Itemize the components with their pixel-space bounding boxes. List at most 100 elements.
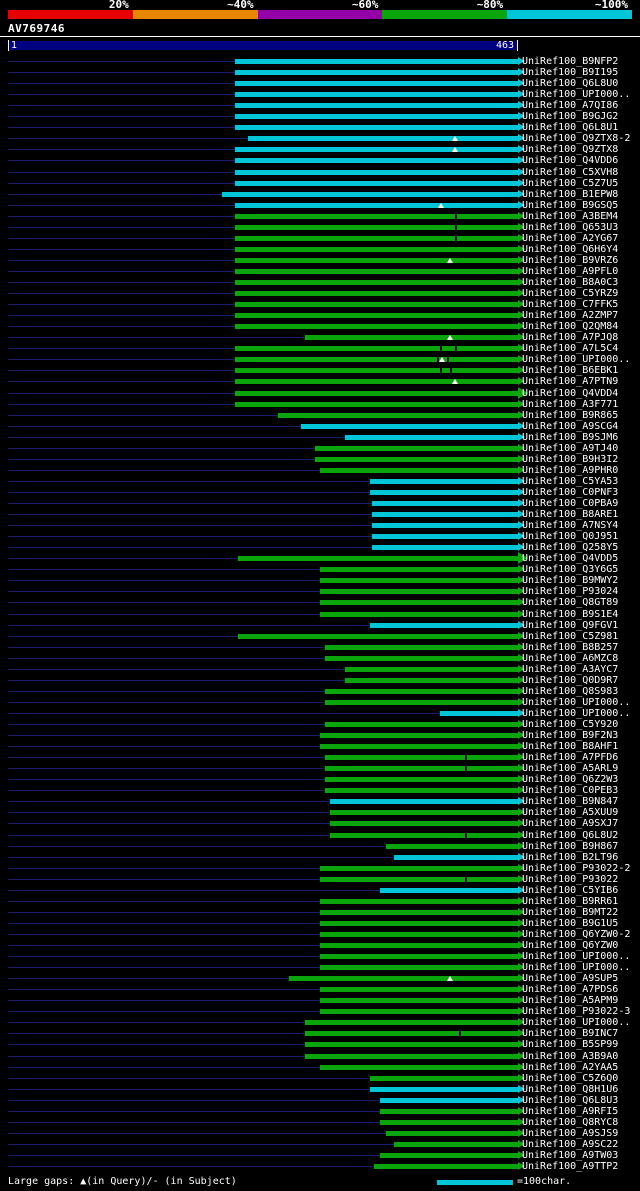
hit-label[interactable]: UniRef100_B9NFP2 [522, 56, 619, 67]
hit-bar[interactable] [235, 257, 518, 263]
hit-label[interactable]: UniRef100_A2YG67 [522, 232, 619, 244]
hit-label[interactable]: UniRef100_A9TJ40 [522, 442, 619, 454]
hit-label[interactable]: UniRef100_A7PFD6 [522, 752, 619, 764]
hit-bar[interactable] [324, 699, 518, 705]
hit-label[interactable]: UniRef100_B9S1E4 [522, 608, 619, 620]
hit-bar[interactable] [235, 313, 518, 319]
hit-bar[interactable] [394, 1141, 518, 1147]
hit-label[interactable]: UniRef100_P93022 [522, 873, 619, 885]
hit-bar[interactable] [320, 943, 518, 948]
hit-label[interactable]: UniRef100_Q6L8U3 [522, 1094, 619, 1106]
hit-bar[interactable] [235, 81, 518, 87]
hit-label[interactable]: UniRef100_Q8H1U6 [522, 1083, 619, 1095]
hit-label[interactable]: UniRef100_B9H867 [522, 840, 619, 852]
hit-bar[interactable] [247, 136, 518, 142]
hit-bar[interactable] [370, 1075, 518, 1081]
hit-label[interactable]: UniRef100_Q4VDD4 [522, 387, 619, 399]
hit-label[interactable]: UniRef100_Q6Z2W3 [522, 774, 619, 786]
hit-bar[interactable] [324, 755, 518, 761]
hit-bar[interactable] [320, 744, 518, 750]
hit-label[interactable]: UniRef100_A9RFI5 [522, 1105, 619, 1117]
hit-bar[interactable] [235, 169, 518, 175]
hit-label[interactable]: UniRef100_C5YRZ9 [522, 288, 619, 300]
hit-bar[interactable] [344, 666, 518, 672]
hit-label[interactable]: UniRef100_A7PTN9 [522, 376, 619, 388]
hit-label[interactable]: UniRef100_P93022-2 [522, 862, 631, 874]
hit-label[interactable]: UniRef100_B9G1U5 [522, 917, 619, 929]
hit-bar[interactable] [320, 920, 518, 926]
hit-bar[interactable] [330, 810, 518, 816]
hit-label[interactable]: UniRef100_Q2QM84 [522, 321, 619, 333]
hit-bar[interactable] [320, 865, 518, 871]
hit-label[interactable]: UniRef100_A7PDS6 [522, 984, 619, 996]
hit-label[interactable]: UniRef100_A5XUU9 [522, 807, 619, 819]
hit-bar[interactable] [372, 501, 518, 506]
hit-bar[interactable] [314, 456, 518, 462]
hit-label[interactable]: UniRef100_C0PEB3 [522, 785, 619, 797]
hit-label[interactable]: UniRef100_A3F771 [522, 398, 619, 410]
hit-label[interactable]: UniRef100_B8B257 [522, 641, 619, 653]
hit-label[interactable]: UniRef100_UPI000.. [522, 1017, 631, 1029]
hit-bar[interactable] [235, 246, 518, 252]
hit-label[interactable]: UniRef100_C0PNF3 [522, 486, 619, 498]
hit-label[interactable]: UniRef100_A9TW03 [522, 1149, 619, 1161]
hit-bar[interactable] [394, 854, 518, 860]
hit-label[interactable]: UniRef100_C5Z981 [522, 630, 619, 642]
hit-bar[interactable] [304, 335, 518, 341]
hit-bar[interactable] [235, 291, 518, 297]
hit-label[interactable]: UniRef100_C7FFK5 [522, 299, 619, 311]
hit-bar[interactable] [320, 909, 518, 915]
hit-bar[interactable] [289, 976, 518, 982]
hit-bar[interactable] [320, 931, 518, 937]
hit-label[interactable]: UniRef100_Q8S983 [522, 685, 619, 697]
hit-bar[interactable] [237, 633, 518, 639]
hit-label[interactable]: UniRef100_A5APM9 [522, 995, 619, 1007]
hit-label[interactable]: UniRef100_Q0J951 [522, 531, 619, 543]
hit-label[interactable]: UniRef100_Q9ZTX8-2 [522, 133, 631, 145]
hit-label[interactable]: UniRef100_Q8GT89 [522, 597, 619, 609]
hit-bar[interactable] [324, 688, 518, 694]
hit-label[interactable]: UniRef100_B2LT96 [522, 851, 619, 863]
hit-bar[interactable] [235, 268, 518, 274]
hit-label[interactable]: UniRef100_Q6L8U1 [522, 122, 619, 134]
hit-label[interactable]: UniRef100_P93024 [522, 586, 619, 598]
hit-bar[interactable] [344, 677, 518, 683]
hit-bar[interactable] [235, 213, 518, 219]
hit-label[interactable]: UniRef100_Q9ZTX8 [522, 144, 619, 156]
hit-label[interactable]: UniRef100_C5Y920 [522, 719, 619, 730]
hit-label[interactable]: UniRef100_Q653U3 [522, 221, 619, 233]
hit-bar[interactable] [235, 147, 518, 153]
hit-label[interactable]: UniRef100_B9SJM6 [522, 431, 619, 443]
hit-bar[interactable] [380, 887, 518, 893]
hit-label[interactable]: UniRef100_B9F2N3 [522, 730, 619, 742]
hit-label[interactable]: UniRef100_Q3Y6G5 [522, 564, 619, 576]
hit-bar[interactable] [320, 1009, 518, 1015]
hit-bar[interactable] [385, 1130, 518, 1136]
hit-bar[interactable] [320, 611, 518, 617]
hit-bar[interactable] [370, 478, 518, 484]
hit-bar[interactable] [439, 710, 518, 716]
hit-bar[interactable] [324, 777, 518, 783]
hit-bar[interactable] [380, 1152, 518, 1158]
hit-label[interactable]: UniRef100_UPI000.. [522, 89, 631, 101]
hit-bar[interactable] [300, 423, 518, 429]
hit-label[interactable]: UniRef100_A2ZMP7 [522, 310, 619, 322]
hit-label[interactable]: UniRef100_Q6YZW0 [522, 940, 619, 951]
hit-bar[interactable] [235, 357, 518, 363]
hit-label[interactable]: UniRef100_UPI000.. [522, 962, 631, 974]
hit-label[interactable]: UniRef100_A9SXJ7 [522, 818, 619, 830]
hit-bar[interactable] [372, 523, 518, 529]
hit-bar[interactable] [370, 622, 518, 628]
hit-label[interactable]: UniRef100_Q0D9R7 [522, 674, 619, 686]
hit-bar[interactable] [235, 280, 518, 285]
hit-bar[interactable] [320, 898, 518, 904]
hit-bar[interactable] [385, 843, 518, 849]
hit-bar[interactable] [235, 92, 518, 98]
hit-bar[interactable] [235, 390, 518, 396]
hit-bar[interactable] [324, 655, 518, 661]
hit-label[interactable]: UniRef100_A7L5C4 [522, 343, 619, 355]
hit-bar[interactable] [304, 1053, 518, 1059]
hit-label[interactable]: UniRef100_A7NSY4 [522, 520, 619, 532]
hit-bar[interactable] [320, 987, 518, 993]
hit-label[interactable]: UniRef100_Q8RYC8 [522, 1116, 619, 1128]
